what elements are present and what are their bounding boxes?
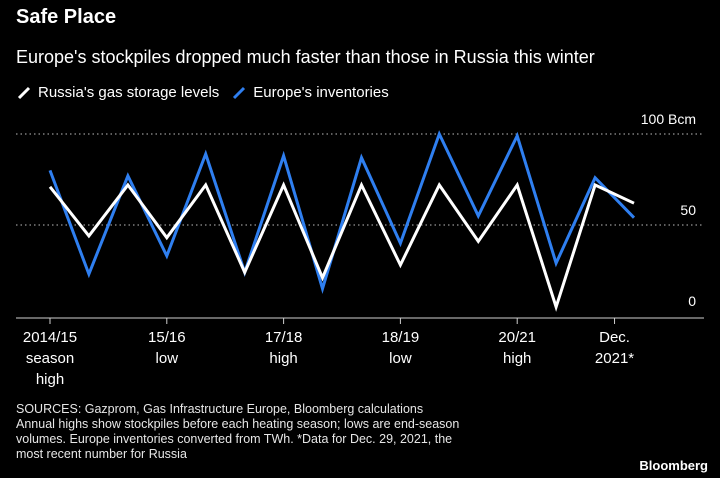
legend-label-europe: Europe's inventories	[253, 84, 389, 101]
legend-swatch-europe	[233, 86, 246, 99]
x-tick-label: season	[26, 350, 74, 367]
sources-line: most recent number for Russia	[16, 447, 187, 461]
x-tick-label: 15/16	[148, 329, 186, 346]
x-tick-label: 20/21	[498, 329, 536, 346]
x-tick-label: high	[269, 350, 297, 367]
chart-title: Safe Place	[16, 6, 117, 28]
legend-swatch-russia	[17, 86, 31, 99]
x-tick-label: low	[389, 350, 412, 367]
x-tick-label: high	[36, 371, 64, 388]
sources-line: volumes. Europe inventories converted fr…	[16, 432, 453, 446]
x-tick-label: 17/18	[265, 329, 303, 346]
x-tick-label: high	[503, 350, 531, 367]
sources-note: SOURCES: Gazprom, Gas Infrastructure Eur…	[16, 402, 576, 462]
x-tick-label: 2021*	[595, 350, 634, 367]
bloomberg-logo: Bloomberg	[639, 458, 708, 473]
legend: Russia's gas storage levels Europe's inv…	[16, 84, 395, 101]
y-tick-label: 100 Bcm	[641, 111, 696, 127]
legend-line-europe	[233, 86, 246, 99]
x-tick-label: Dec.	[599, 329, 630, 346]
series-line-europe	[48, 130, 636, 294]
series-line-russia	[48, 181, 635, 312]
x-tick-label: 2014/15	[23, 329, 77, 346]
sources-line: Annual highs show stockpiles before each…	[16, 417, 460, 431]
y-tick-label: 0	[688, 293, 696, 309]
sources-line: SOURCES: Gazprom, Gas Infrastructure Eur…	[16, 402, 424, 416]
y-tick-label: 50	[680, 202, 696, 218]
legend-item-russia: Russia's gas storage levels	[16, 84, 219, 101]
x-tick-label: 18/19	[382, 329, 420, 346]
legend-label-russia: Russia's gas storage levels	[38, 84, 220, 101]
legend-item-europe: Europe's inventories	[231, 84, 389, 101]
x-tick-label: low	[156, 350, 179, 367]
chart-subtitle: Europe's stockpiles dropped much faster …	[16, 47, 595, 67]
legend-line-russia	[17, 86, 31, 99]
